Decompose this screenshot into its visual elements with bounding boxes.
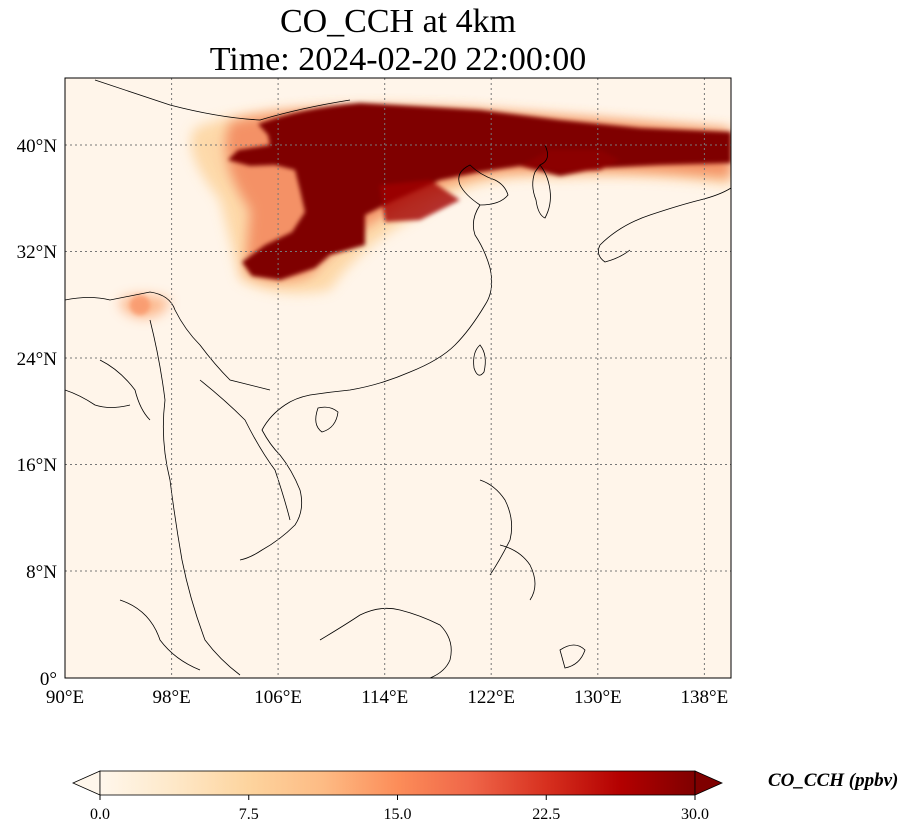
lon-tick-label: 106°E (254, 687, 302, 708)
lon-tick-label: 98°E (152, 687, 190, 708)
lat-tick-label: 40°N (17, 136, 58, 157)
colorbar-max-extend (694, 770, 723, 796)
concentration-field (119, 103, 731, 318)
map-subtitle-time: Time: 2024-02-20 22:00:00 (209, 41, 587, 78)
colorbar-tick-label: 7.5 (238, 806, 259, 823)
lat-tick-label: 32°N (17, 242, 58, 263)
coastlines (65, 79, 731, 678)
lat-tick-label: 0° (40, 669, 57, 690)
colorbar-min-extend (72, 770, 101, 796)
lon-tick-label: 114°E (361, 687, 408, 708)
lon-tick-label: 130°E (574, 687, 622, 708)
colorbar-label: CO_CCH (ppbv) (768, 770, 899, 791)
lat-tick-label: 16°N (17, 455, 58, 476)
colorbar-tick-label: 15.0 (383, 806, 412, 823)
colorbar-tick-label: 30.0 (681, 806, 709, 823)
colorbar-tick-label: 0.0 (90, 806, 110, 823)
lat-tick-label: 24°N (17, 349, 58, 370)
lat-tick-label: 8°N (26, 562, 57, 583)
colorbar-tick-label: 22.5 (532, 806, 561, 823)
map-frame (64, 77, 732, 679)
colorbar-gradient (99, 770, 696, 796)
lon-tick-label: 122°E (467, 687, 515, 708)
lon-tick-label: 138°E (681, 687, 729, 708)
map-title: CO_CCH at 4km (279, 3, 517, 40)
lon-tick-label: 90°E (46, 687, 84, 708)
graticule (65, 78, 731, 678)
colorbar (72, 770, 723, 800)
